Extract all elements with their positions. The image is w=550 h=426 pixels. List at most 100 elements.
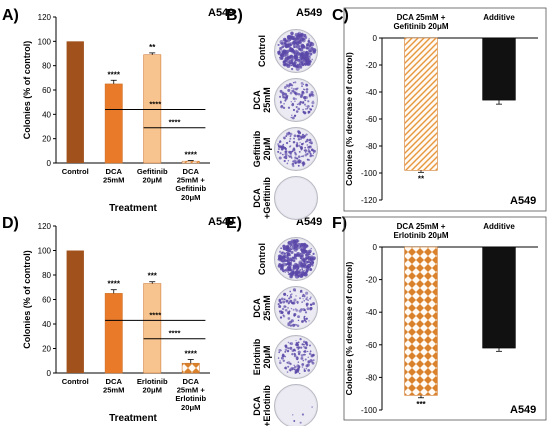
colony	[288, 83, 292, 87]
colony	[306, 250, 310, 254]
colony	[311, 58, 314, 61]
colony	[302, 142, 305, 145]
colony	[290, 87, 293, 89]
colony	[312, 359, 315, 362]
colony	[307, 39, 311, 43]
colony	[304, 153, 308, 157]
colony	[281, 50, 283, 52]
colony	[308, 344, 311, 347]
colony	[302, 46, 305, 48]
colony	[295, 105, 298, 109]
colony	[279, 361, 282, 365]
colony	[277, 303, 280, 306]
colony	[295, 62, 298, 64]
colony	[299, 297, 302, 300]
colony	[293, 61, 296, 65]
colony	[287, 365, 290, 368]
colony	[288, 368, 292, 372]
colony	[301, 363, 305, 366]
colony	[292, 102, 294, 105]
colony	[299, 141, 301, 144]
colony	[298, 47, 302, 51]
colony	[309, 350, 312, 353]
colony	[289, 152, 292, 156]
plate-column-b: Control DCA25mM Gefitinib20μM DCA+Gefitinib	[252, 29, 318, 220]
bar	[181, 362, 200, 374]
colony	[302, 110, 305, 114]
colony	[300, 37, 305, 42]
category-label: DCA 25mM + Gefitinib 20μM	[393, 13, 448, 31]
colony	[304, 269, 306, 272]
colony	[312, 252, 315, 255]
y-tick-label: 120	[38, 13, 52, 22]
colony	[300, 81, 304, 85]
colony	[305, 37, 307, 39]
colony	[311, 105, 314, 108]
colony	[291, 256, 294, 259]
colony	[311, 101, 315, 105]
colony	[297, 267, 299, 269]
colony	[299, 159, 302, 163]
colony	[297, 33, 303, 39]
colony	[277, 145, 281, 148]
colony	[279, 89, 283, 93]
colony	[304, 257, 308, 261]
colony	[296, 271, 301, 276]
colony	[307, 299, 309, 301]
colony	[307, 260, 311, 264]
x-tick-label: Erlotinib 20μM	[137, 377, 168, 395]
colony	[281, 94, 284, 97]
colony	[285, 263, 288, 266]
colony	[292, 140, 296, 144]
colony	[301, 85, 303, 88]
colony	[283, 156, 286, 159]
colony	[282, 136, 286, 140]
colony	[287, 341, 290, 344]
colony	[290, 307, 293, 310]
colony	[292, 90, 295, 93]
colony	[305, 83, 309, 87]
colony	[308, 49, 311, 53]
colony	[297, 164, 300, 167]
colony	[295, 143, 299, 146]
bar	[482, 37, 516, 101]
plate-label: DCA25mM	[252, 87, 272, 113]
colony	[311, 93, 315, 97]
colony	[307, 110, 311, 114]
colony	[292, 348, 296, 352]
colony	[312, 302, 315, 306]
colony	[309, 108, 313, 111]
colony	[306, 61, 311, 66]
colony	[296, 251, 301, 257]
colony	[305, 50, 308, 53]
colony	[300, 356, 304, 360]
chart-f: 0 -20 -40 -60 -80 -100 Colonies (% decrease of…	[344, 222, 538, 415]
colony	[306, 158, 309, 161]
colony	[304, 311, 308, 314]
colony	[299, 138, 302, 141]
colony	[292, 108, 296, 112]
plate-label: DCA+Gefitinib	[252, 177, 272, 219]
colony	[281, 255, 285, 259]
y-tick-label: 100	[38, 247, 52, 256]
colony	[297, 341, 300, 343]
colony	[309, 152, 312, 155]
panel-title-e: A549	[296, 216, 322, 228]
colony	[307, 148, 310, 151]
significance-label: ****	[185, 151, 198, 160]
colony	[306, 107, 309, 109]
colony	[283, 298, 286, 301]
colony	[307, 100, 310, 103]
bracket-label: ****	[169, 329, 181, 338]
colony	[286, 94, 289, 98]
colony	[290, 157, 293, 159]
colony	[283, 252, 287, 255]
colony	[299, 269, 302, 271]
colony	[304, 346, 308, 350]
significance-label: ****	[108, 280, 121, 289]
colony	[312, 353, 315, 357]
colony	[308, 352, 312, 356]
colony	[279, 152, 282, 155]
x-tick-label: DCA 25mM + Erlotinib 20μM	[175, 377, 206, 412]
